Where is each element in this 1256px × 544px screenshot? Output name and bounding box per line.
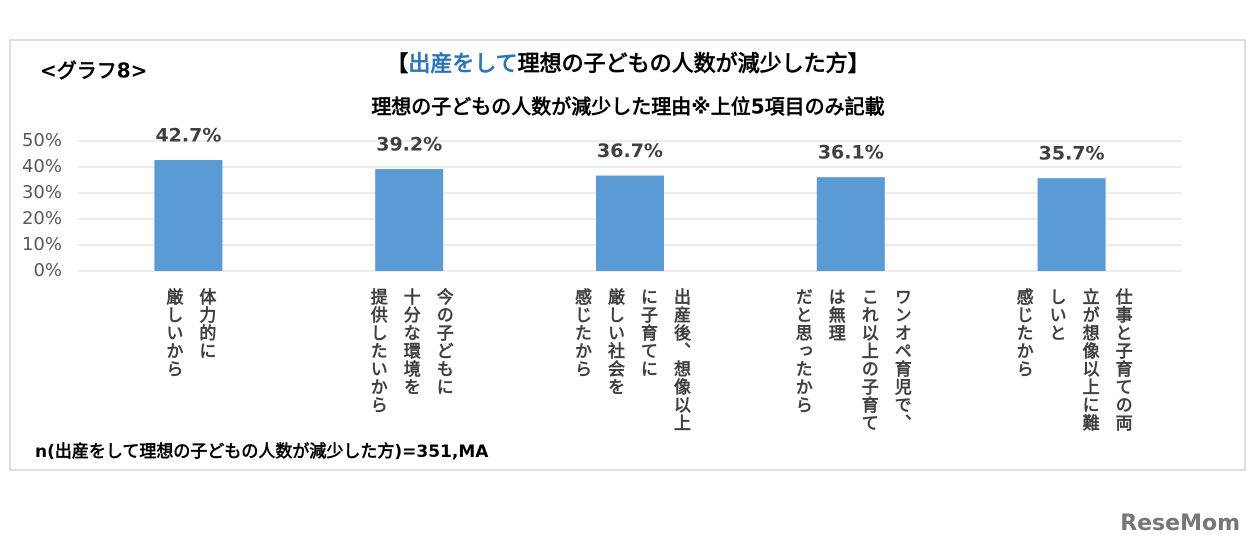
bar [1037,178,1106,271]
y-tick-label: 30% [22,182,62,203]
y-tick-label: 20% [22,208,62,229]
value-label: 35.7% [1039,143,1105,165]
y-tick-label: 10% [22,234,62,255]
x-tick-label: 体力的に 厳しいから [162,288,216,378]
value-label: 39.2% [376,134,442,156]
bar [816,177,885,271]
title-part: 【 [386,52,408,77]
bar [375,169,444,271]
chart-tag: <グラフ8> [40,59,147,83]
y-tick-label: 0% [33,260,62,281]
x-tick-label: 仕事と子育ての両 立が想像以上に難 しいと 感じたから [1012,288,1132,432]
x-tick-label: 出産後、想像以上 に子育てに 厳しい社会を 感じたから [571,288,690,432]
value-label: 36.7% [597,140,663,162]
chart-title: 【出産をして理想の子どもの人数が減少した方】 [386,51,869,77]
title-part: 理想の子どもの人数が減少した方】 [518,51,870,77]
value-label: 42.7% [155,124,221,146]
chart-subtitle: 理想の子どもの人数が減少した理由※上位5項目のみ記載 [371,95,884,119]
bar [154,159,223,271]
y-tick-label: 40% [22,156,62,177]
bar [596,175,664,271]
watermark: ReseMom [1120,511,1240,536]
x-tick-label: 今の子どもに 十分な環境を 提供したいから [366,288,453,414]
footnote: n(出産をして理想の子どもの人数が減少した方)=351,MA [35,441,489,462]
y-tick-label: 50% [22,130,62,151]
x-tick-label: ワンオペ育児で、 これ以上の子育て は無理 だと思ったから [791,288,911,432]
value-label: 36.1% [818,142,884,164]
title-highlight: 出産をして [408,51,517,77]
